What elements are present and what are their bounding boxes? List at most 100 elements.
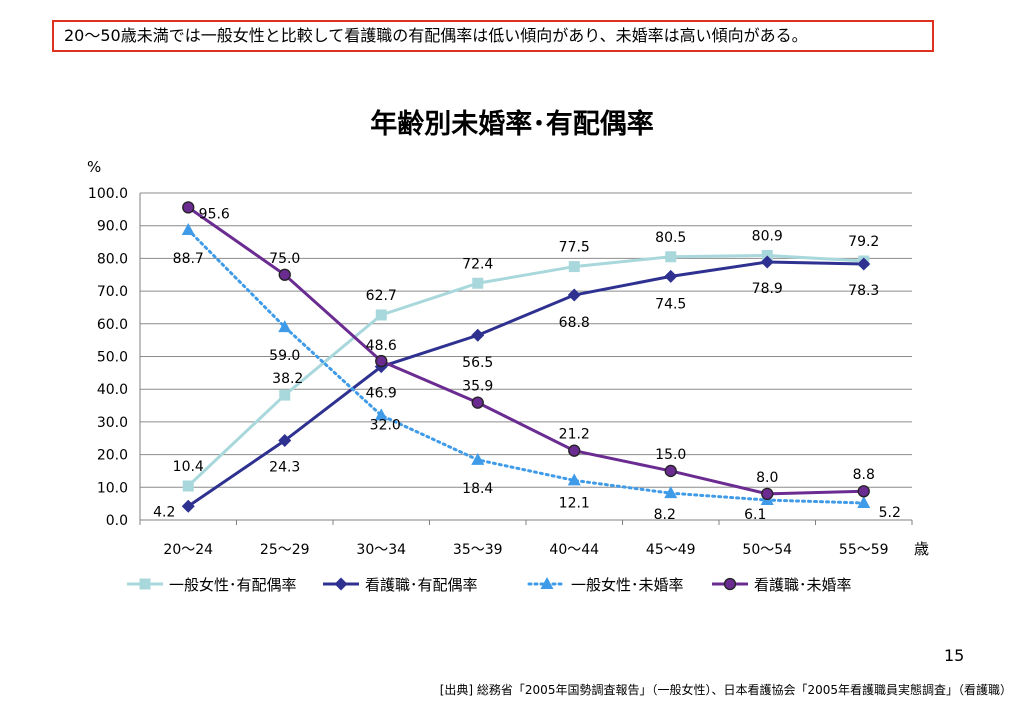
data-label: 46.9	[366, 386, 397, 402]
legend-label: 看護職･有配偶率	[365, 576, 478, 594]
y-tick-label: 50.0	[97, 350, 128, 366]
data-point-1	[278, 434, 292, 448]
data-point-3	[375, 354, 388, 368]
data-point-0	[761, 249, 773, 261]
data-point-3	[471, 396, 484, 409]
data-label: 38.2	[272, 371, 303, 387]
data-point-0	[472, 277, 484, 289]
x-tick-label: 30〜34	[356, 542, 406, 558]
data-label: 88.7	[173, 251, 204, 267]
y-tick-label: 60.0	[97, 317, 128, 333]
source-citation: [出典] 総務省「2005年国勢調査報告」（一般女性）、日本看護協会「2005年…	[439, 683, 1012, 697]
data-label: 32.0	[370, 417, 401, 433]
data-label: 8.0	[756, 470, 778, 486]
x-tick-label: 50〜54	[742, 542, 792, 558]
y-tick-label: 10.0	[97, 480, 128, 496]
y-axis-unit: %	[87, 158, 101, 176]
y-tick-label: 40.0	[97, 382, 128, 398]
data-point-0	[279, 389, 291, 401]
page-number: 15	[944, 646, 965, 665]
data-point-1	[857, 257, 871, 271]
data-label: 8.2	[654, 507, 676, 523]
data-label: 10.4	[173, 459, 204, 475]
data-label: 95.6	[199, 206, 230, 222]
legend-label: 一般女性･未婚率	[571, 576, 684, 594]
data-point-2	[567, 473, 581, 486]
data-point-1	[664, 269, 678, 283]
data-point-0	[375, 309, 387, 321]
data-label: 79.2	[848, 234, 879, 250]
data-point-2	[471, 452, 485, 465]
legend-label: 一般女性･有配偶率	[169, 576, 297, 594]
data-label: 80.5	[655, 230, 686, 246]
data-label: 74.5	[655, 296, 686, 312]
headline-box: 20〜50歳未満では一般女性と比較して看護職の有配偶率は低い傾向があり、未婚率は…	[52, 20, 934, 52]
x-tick-label: 35〜39	[453, 542, 503, 558]
data-label: 21.2	[559, 427, 590, 443]
data-point-1	[471, 328, 485, 342]
data-label: 18.4	[462, 481, 493, 497]
data-label: 72.4	[462, 256, 493, 272]
legend-marker-2	[540, 577, 554, 589]
y-tick-label: 20.0	[97, 448, 128, 464]
chart-title: 年齢別未婚率･有配偶率	[370, 108, 654, 140]
legend-marker-0	[139, 578, 151, 590]
data-point-0	[568, 261, 580, 273]
data-point-2	[374, 408, 388, 421]
data-point-3	[182, 201, 195, 214]
x-tick-label: 40〜44	[549, 542, 599, 558]
x-axis-unit: 歳	[914, 540, 929, 558]
data-point-2	[181, 222, 195, 235]
data-point-3	[761, 487, 774, 500]
data-label: 6.1	[744, 507, 766, 523]
data-point-2	[857, 495, 871, 508]
data-point-3	[664, 464, 677, 478]
data-point-3	[568, 444, 581, 457]
headline-text: 20〜50歳未満では一般女性と比較して看護職の有配偶率は低い傾向があり、未婚率は…	[64, 26, 808, 45]
data-label: 59.0	[269, 348, 300, 364]
data-point-2	[278, 320, 292, 333]
series-line-2	[186, 228, 866, 505]
data-label: 62.7	[366, 288, 397, 304]
y-tick-label: 30.0	[97, 415, 128, 431]
data-point-0	[182, 480, 194, 492]
data-label: 24.3	[269, 460, 300, 476]
data-point-1	[181, 499, 195, 513]
series-line-3	[187, 206, 864, 496]
data-point-3	[857, 485, 870, 498]
data-label: 5.2	[879, 505, 901, 521]
data-label: 35.9	[462, 379, 493, 395]
data-label: 80.9	[752, 228, 783, 244]
data-label: 12.1	[559, 495, 590, 511]
x-tick-label: 45〜49	[646, 542, 696, 558]
data-label: 78.3	[848, 283, 879, 299]
data-label: 77.5	[559, 240, 590, 256]
y-tick-label: 80.0	[97, 251, 128, 267]
data-point-0	[665, 251, 677, 263]
data-label: 68.8	[559, 315, 590, 331]
data-point-3	[278, 268, 291, 281]
data-point-1	[760, 255, 774, 269]
series-line-0	[187, 253, 864, 488]
x-tick-label: 20〜24	[163, 542, 213, 558]
data-label: 56.5	[462, 355, 493, 371]
y-tick-label: 0.0	[106, 513, 128, 529]
data-point-2	[664, 486, 678, 499]
legend-marker-3	[723, 577, 737, 591]
y-tick-label: 90.0	[97, 219, 128, 235]
x-tick-label: 25〜29	[260, 542, 310, 558]
y-tick-label: 100.0	[88, 186, 128, 202]
data-point-1	[567, 288, 581, 302]
legend-label: 看護職･未婚率	[754, 576, 852, 594]
data-label: 75.0	[269, 251, 300, 267]
legend-marker-1	[334, 577, 348, 591]
data-label: 8.8	[853, 467, 875, 483]
data-label: 78.9	[752, 281, 783, 297]
x-tick-label: 55〜59	[839, 542, 889, 558]
series-line-1	[187, 260, 864, 508]
data-label: 4.2	[153, 504, 175, 520]
y-tick-label: 70.0	[97, 284, 128, 300]
data-label: 48.6	[366, 338, 397, 354]
data-label: 15.0	[655, 447, 686, 463]
